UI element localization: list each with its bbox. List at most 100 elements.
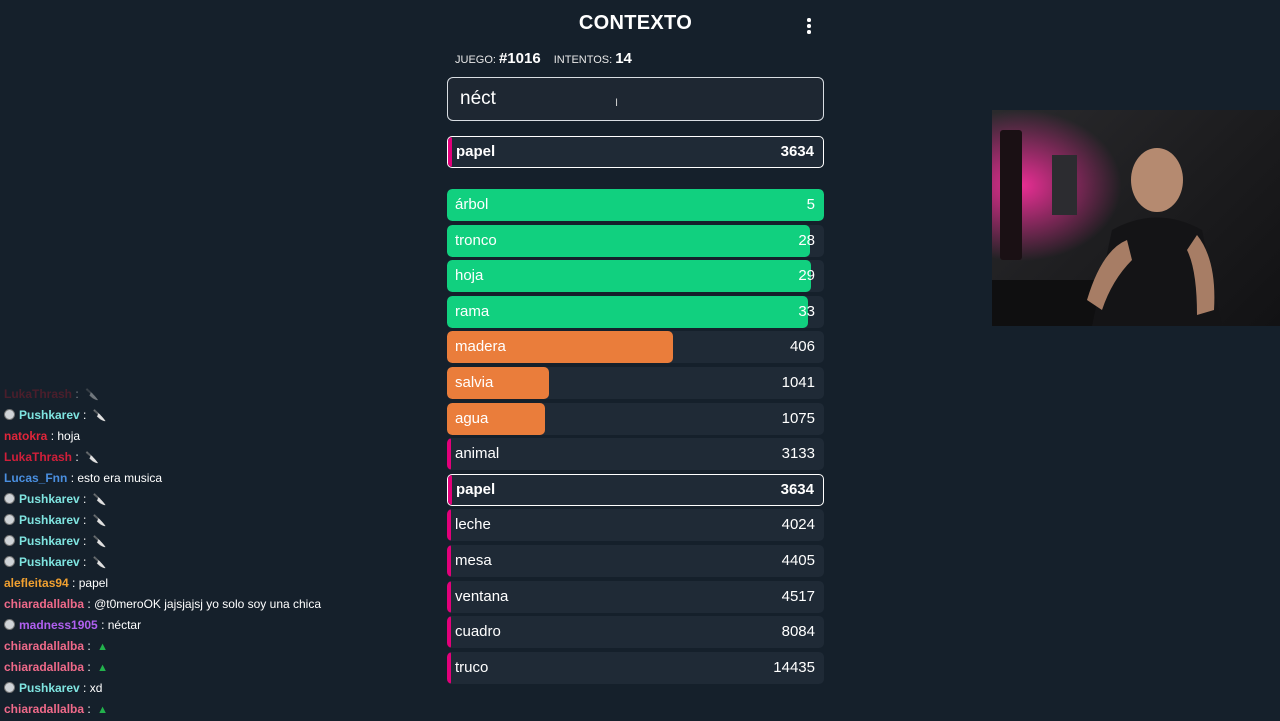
chat-separator: :	[84, 660, 95, 674]
chat-separator: :	[79, 513, 90, 527]
chat-message: chiaradallalba : ▲	[4, 657, 424, 678]
guess-row: truco 14435	[447, 651, 824, 684]
guess-row: animal 3133	[447, 438, 824, 471]
guess-rank: 3133	[781, 445, 815, 463]
game-number: #1016	[498, 50, 541, 67]
current-guess-row: papel 3634	[447, 136, 824, 168]
guess-row: hoja 29	[447, 260, 824, 293]
guess-rank: 1075	[781, 409, 815, 427]
user-badge-icon	[4, 409, 15, 420]
chat-emote-icon: 🔪	[92, 410, 107, 422]
chat-username[interactable]: Pushkarev	[19, 681, 80, 695]
chat-username[interactable]: Pushkarev	[19, 513, 80, 527]
user-badge-icon	[4, 514, 15, 525]
guess-rank: 1041	[781, 374, 815, 391]
similarity-bar	[447, 260, 811, 293]
chat-username[interactable]: chiaradallalba	[4, 597, 85, 611]
guess-row: ventana 4517	[447, 580, 824, 613]
current-guess-rank: 3634	[780, 143, 814, 160]
chat-separator: :	[79, 681, 90, 695]
guess-rank: 14435	[773, 658, 815, 676]
chat-message: madness1905 : néctar	[4, 615, 424, 636]
chat-emote-icon: ▲	[97, 704, 108, 716]
chat-separator: :	[72, 387, 83, 401]
chat-separator: :	[79, 492, 90, 506]
chat-text: papel	[78, 576, 109, 590]
user-badge-icon	[4, 556, 15, 567]
chat-message: LukaThrash : 🔪	[4, 447, 424, 468]
chat-message: Lucas_Fnn : esto era musica	[4, 468, 424, 489]
chat-username[interactable]: alefleitas94	[4, 576, 69, 590]
chat-username[interactable]: natokra	[4, 429, 48, 443]
chat-username[interactable]: Lucas_Fnn	[4, 471, 68, 485]
chat-emote-icon: ▲	[97, 662, 108, 674]
chat-message: chiaradallalba : @t0meroOK jajsjajsj yo …	[4, 594, 424, 615]
guess-rank: 4517	[781, 587, 815, 605]
guess-word: madera	[455, 338, 506, 356]
guess-row: cuadro 8084	[447, 616, 824, 649]
chat-separator: :	[84, 702, 95, 716]
similarity-bar	[447, 367, 549, 399]
chat-text: xd	[89, 681, 103, 695]
chat-username[interactable]: Pushkarev	[19, 534, 80, 548]
chat-separator: :	[79, 534, 90, 548]
chat-message: chiaradallalba : ▲	[4, 636, 424, 657]
similarity-bar	[447, 295, 809, 328]
guess-rank: 4024	[781, 516, 815, 534]
guess-row: papel 3634	[447, 473, 824, 506]
similarity-bar	[447, 651, 451, 684]
guess-word: animal	[455, 445, 500, 463]
chat-emote-icon: 🔪	[92, 515, 107, 527]
chat-username[interactable]: LukaThrash	[4, 450, 73, 464]
similarity-bar	[447, 402, 546, 435]
guess-rank: 4405	[781, 552, 815, 569]
guess-rank: 29	[798, 267, 815, 285]
chat-separator: :	[67, 471, 78, 485]
chat-message: chiaradallalba : ▲	[4, 699, 424, 720]
chat-username[interactable]: Pushkarev	[19, 555, 80, 569]
guess-rank: 8084	[781, 623, 815, 641]
game-label: JUEGO:	[455, 54, 496, 66]
chat-separator: :	[72, 450, 83, 464]
similarity-bar	[448, 474, 452, 505]
guess-rank: 5	[806, 196, 815, 213]
chat-username[interactable]: chiaradallalba	[4, 639, 85, 653]
chat-emote-icon: 🔪	[85, 452, 99, 464]
chat-username[interactable]: madness1905	[19, 618, 98, 632]
chat-emote-icon: 🔪	[92, 536, 107, 548]
chat-username[interactable]: Pushkarev	[19, 408, 80, 422]
guess-word: árbol	[455, 196, 489, 213]
chat-message: Pushkarev : 🔪	[4, 552, 424, 573]
guess-row: leche 4024	[447, 509, 824, 542]
similarity-bar	[447, 189, 824, 221]
chat-message: Pushkarev : 🔪	[4, 405, 424, 426]
chat-emote-icon: ▲	[97, 641, 108, 653]
guess-word: agua	[455, 409, 489, 427]
app-title: CONTEXTO	[578, 12, 693, 34]
chat-username[interactable]: chiaradallalba	[4, 702, 85, 716]
guess-word: hoja	[455, 267, 484, 285]
text-cursor-icon: I	[615, 97, 619, 109]
guess-input[interactable]	[447, 77, 824, 121]
attempts-count: 14	[615, 50, 632, 67]
game-info: JUEGO: #1016 INTENTOS: 14	[455, 50, 642, 67]
guess-word: papel	[456, 480, 496, 498]
similarity-bar	[447, 616, 451, 649]
more-options-icon[interactable]	[799, 14, 819, 38]
contexto-app: CONTEXTO JUEGO:#1016 INTENTOS:14 I papel…	[447, 0, 824, 720]
chat-emote-icon: 🔪	[92, 557, 107, 569]
similarity-bar	[447, 509, 451, 542]
chat-username[interactable]: LukaThrash	[4, 387, 73, 401]
chat-username[interactable]: Pushkarev	[19, 492, 80, 506]
chat-text: néctar	[107, 618, 142, 632]
chat-text: hoja	[57, 429, 81, 443]
guess-row: tronco 28	[447, 224, 824, 257]
guess-rank: 3634	[780, 480, 814, 498]
guess-word: tronco	[455, 231, 497, 249]
chat-message: Pushkarev : 🔪	[4, 489, 424, 510]
chat-username[interactable]: chiaradallalba	[4, 660, 85, 674]
guess-row: madera 406	[447, 331, 824, 364]
guess-word: truco	[455, 658, 489, 676]
user-badge-icon	[4, 619, 15, 630]
similarity-bar	[447, 224, 811, 257]
